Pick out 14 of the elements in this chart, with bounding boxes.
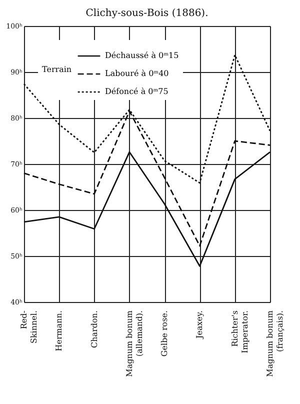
x-tick-label: Chardon. — [90, 310, 99, 348]
legend-label: Labouré à 0ᵐ40 — [105, 69, 169, 78]
x-tick-label: Magnum bonum (français). — [266, 310, 284, 377]
x-tick-label: Gelbe rose. — [160, 310, 170, 357]
x-tick-label: Red- Skinnel. — [20, 310, 38, 344]
x-tick-label: Jeaxey. — [195, 310, 204, 340]
line-series — [23, 151, 271, 267]
legend-label: Déchaussé à 0ᵐ15 — [105, 51, 179, 60]
x-tick-label: Richter's Imperator. — [230, 310, 250, 354]
legend-label: Défoncé à 0ᵐ75 — [105, 87, 168, 96]
x-tick-label: Magnum bonum (allemand). — [124, 310, 144, 377]
x-tick-label: Hermann. — [54, 310, 64, 352]
legend-title: Terrain — [42, 65, 72, 74]
chart-title: Clichy-sous-Bois (1886). — [86, 8, 208, 19]
